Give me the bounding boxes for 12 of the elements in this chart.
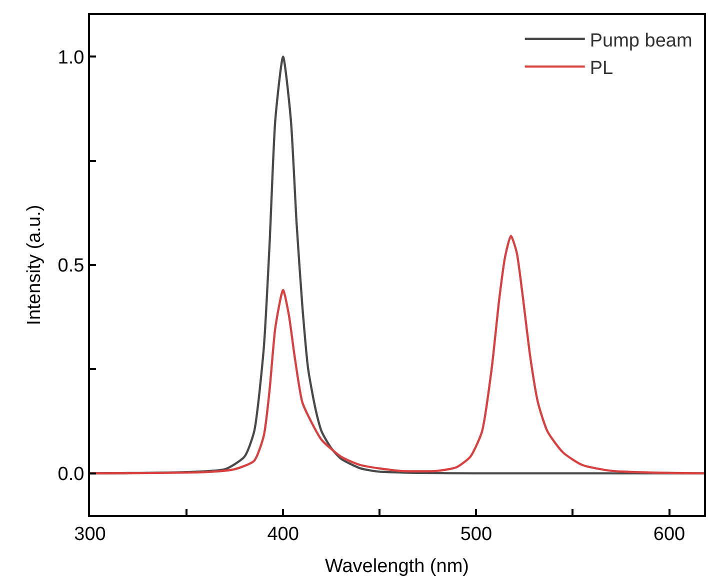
x-tick-label: 300 [74,524,106,545]
legend-label: PL [590,58,614,79]
x-tick-label: 600 [653,524,686,545]
y-axis-title: Intensity (a.u.) [24,204,46,326]
line-series [90,234,704,474]
x-tick-label: 500 [460,524,492,545]
y-tick-label: 0.5 [58,256,84,277]
x-tick-label: 400 [267,524,299,545]
y-tick-label: 0.0 [58,464,84,485]
y-tick-label: 1.0 [58,47,84,68]
legend-label: Pump beam [590,30,692,52]
x-axis-title: Wavelength (nm) [325,556,469,578]
